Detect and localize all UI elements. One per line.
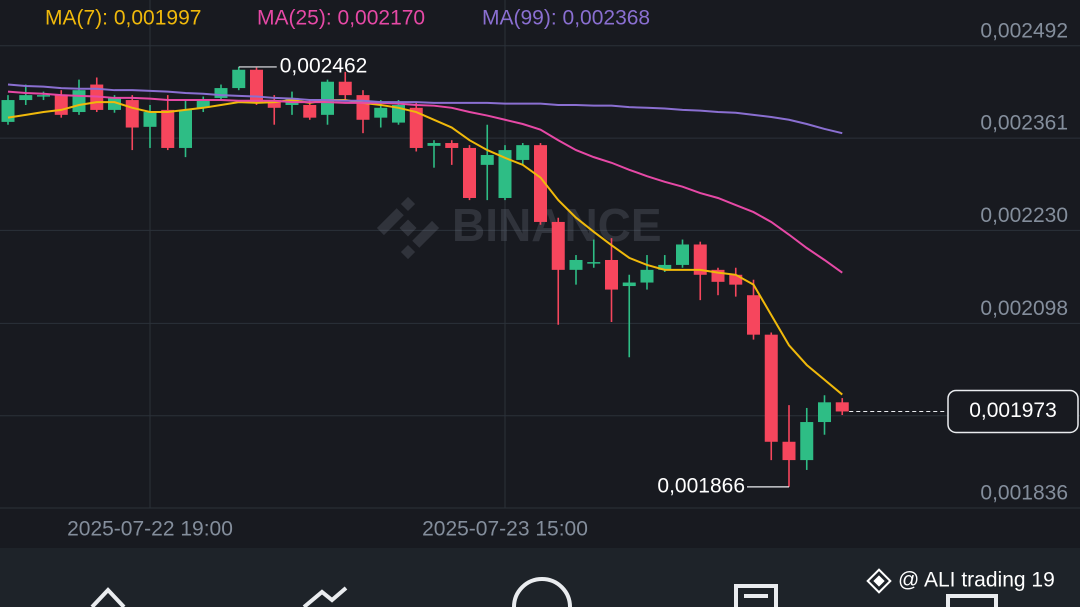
candle-body [232,69,246,89]
candle-body [800,422,814,461]
candle-body [551,221,565,270]
candle-body [445,143,459,148]
candle-body [782,441,796,461]
candle-body [338,81,352,96]
candle-body [19,95,33,101]
candle-body [569,259,583,270]
last-price-label: 0,001973 [969,399,1057,422]
candle-body [818,402,831,423]
candle-body [72,90,86,113]
nav-icon-wallet[interactable] [946,594,998,607]
candle-body [1,100,15,122]
y-tick-label: 0,002492 [980,19,1068,42]
legend-entry: MA(99): 0,002368 [482,7,650,30]
nav-icon-home[interactable] [90,587,126,607]
candle-body [321,81,334,115]
candle-body [605,259,618,290]
candle-body [143,112,157,127]
ma-line [7,83,843,135]
candle-body [640,269,654,283]
legend-entry: MA(25): 0,002170 [257,7,425,30]
candle-body [54,95,68,115]
plot [1,66,849,487]
last-price-box [947,389,1079,434]
candle-body [179,109,192,148]
candle-body [711,269,725,282]
high-label: 0,002462 [280,54,368,77]
nav-icon-trade[interactable] [512,577,572,607]
y-tick-label: 0,002098 [980,297,1068,320]
credit: @ ALI trading 19 [866,568,1055,594]
nav-icon-futures[interactable] [734,584,778,607]
x-tick-label: 2025-07-23 15:00 [422,518,588,541]
candle-body [427,143,441,146]
candle-body [587,262,601,264]
candle-body [729,274,743,285]
candle-body [622,282,636,287]
y-tick-label: 0,002230 [980,204,1068,227]
candle-body [409,107,423,148]
candle-body [356,95,370,120]
nav-icons [90,577,998,607]
candle-body [658,264,672,270]
candle-body [196,100,210,108]
candle-body [463,147,476,198]
candle-body [303,104,317,118]
candle-body [374,107,388,118]
candle-body [37,95,50,97]
candle-body [534,145,547,222]
candle-body [676,244,689,265]
candle-body [125,100,139,128]
candle-body [516,145,530,160]
candle-body [267,100,281,108]
low-label: 0,001866 [657,474,745,497]
candle-body [108,97,121,110]
ma-line [7,90,843,274]
candle-body [835,402,849,412]
candle-body [480,155,494,165]
y-tick-label: 0,002361 [980,112,1068,135]
nav-icon-markets[interactable] [302,586,348,607]
candle-body [250,69,263,103]
candle-body [693,244,707,275]
legend-entry: MA(7): 0,001997 [45,7,201,30]
candle-body [747,295,760,335]
ma-line [7,99,843,396]
x-tick-label: 2025-07-22 19:00 [67,518,233,541]
labels: 0,0024920,0023610,0022300,0020980,001967… [45,7,1079,541]
candle-body [498,150,512,198]
candle-body [764,334,778,442]
y-tick-label: 0,001836 [980,482,1068,505]
candle-body [161,109,175,148]
candle-body [214,88,228,98]
credit-text: @ ALI trading 19 [898,569,1055,592]
